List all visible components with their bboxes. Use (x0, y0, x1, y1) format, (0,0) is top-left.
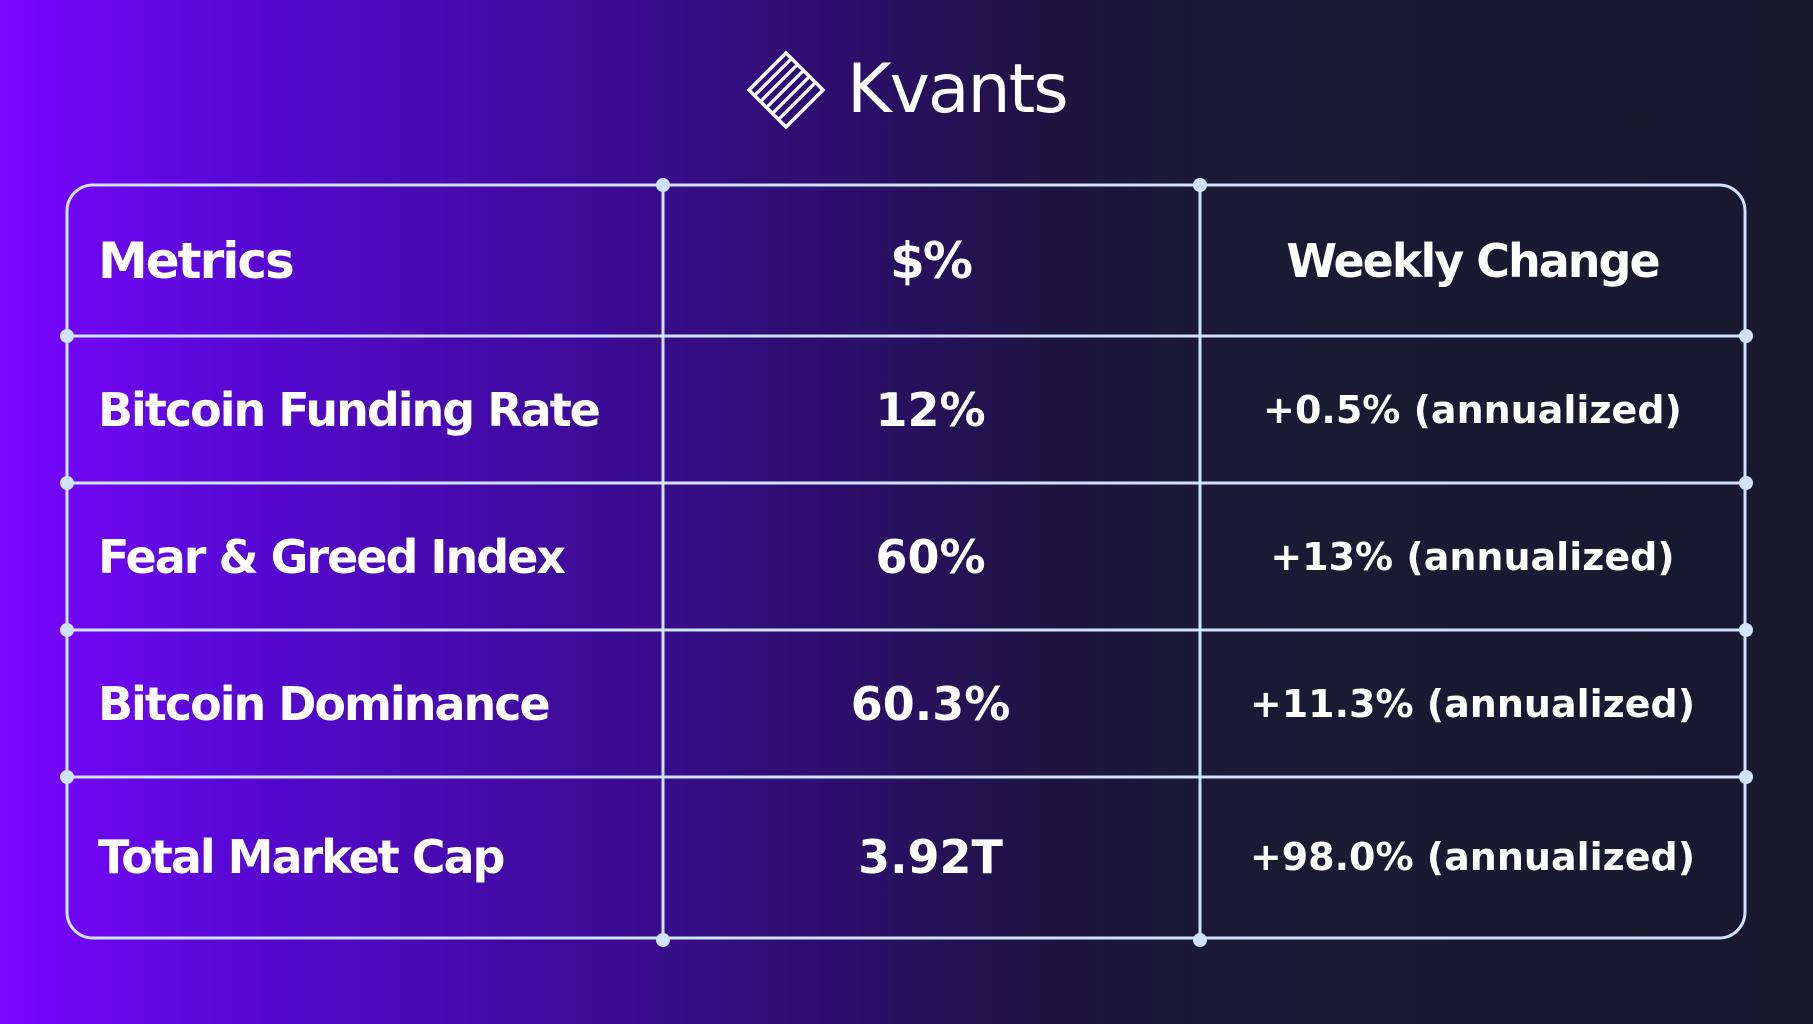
metric-weekly-change: +11.3% (annualized) (1249, 681, 1696, 726)
header-weekly-change: Weekly Change (1286, 234, 1660, 288)
metric-weekly-change: +98.0% (annualized) (1249, 835, 1696, 879)
header-value: $% (890, 232, 973, 290)
header-metrics: Metrics (98, 232, 295, 290)
metric-name: Fear & Greed Index (98, 529, 566, 584)
brand-header: Kvants (745, 42, 1069, 138)
metric-weekly-change: +13% (annualized) (1270, 534, 1675, 579)
striped-diamond-icon (746, 50, 826, 130)
metric-name: Bitcoin Dominance (98, 676, 551, 731)
metric-value: 12% (875, 382, 986, 437)
metric-value: 3.92T (858, 830, 1003, 884)
metric-name: Total Market Cap (98, 830, 505, 884)
metric-value: 60% (875, 529, 986, 584)
metric-value: 60.3% (850, 676, 1011, 731)
metric-weekly-change: +0.5% (annualized) (1263, 387, 1682, 432)
metric-name: Bitcoin Funding Rate (98, 382, 601, 437)
brand-name: Kvants (847, 50, 1069, 129)
